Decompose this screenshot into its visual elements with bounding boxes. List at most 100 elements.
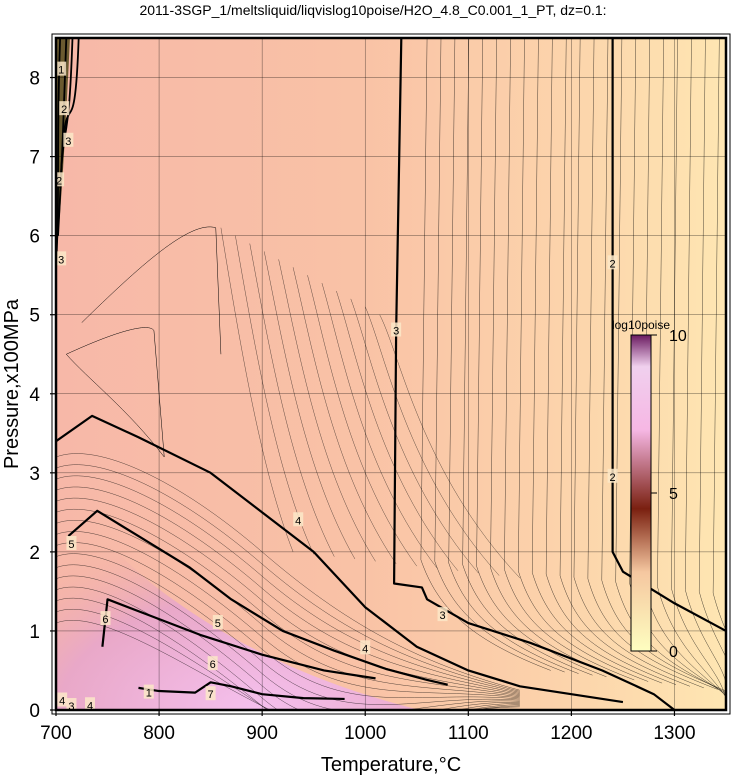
minor-contour (434, 38, 565, 673)
x-tick-label: 1200 (550, 723, 592, 744)
contour-label-bg (57, 692, 68, 707)
minor-contour (66, 327, 165, 458)
y-tick-label: 7 (29, 148, 40, 169)
y-tick-label: 8 (29, 69, 40, 90)
y-axis-label: Pressure,x100MPa (1, 298, 23, 469)
contour-label-bg (207, 656, 218, 671)
minor-contour (81, 226, 222, 355)
x-axis-label: Temperature,°C (321, 754, 461, 776)
contour-label: 4 (362, 643, 368, 655)
minor-contour (365, 306, 500, 576)
contour-label-bg (59, 101, 70, 116)
contour-label: 6 (210, 659, 216, 671)
contour-label: 2 (61, 104, 67, 116)
grid-lines (56, 38, 726, 710)
major-contour-5 (67, 509, 448, 686)
contour-label: 7 (208, 689, 214, 701)
colorbar: log10poise 0 5 10 (612, 318, 687, 661)
minor-contour (321, 283, 438, 569)
contour-label: 6 (102, 614, 108, 626)
contour-label-bg (56, 172, 65, 187)
minor-contour (531, 38, 663, 684)
high-viscosity-region (56, 500, 420, 710)
contour-label-bg (143, 684, 154, 699)
minor-contour (350, 298, 479, 574)
minor-contour (249, 243, 335, 557)
contour-label-bg (607, 468, 618, 483)
contour-label: 1 (58, 65, 64, 77)
minor-contour (671, 38, 726, 699)
contour-label: 4 (295, 515, 301, 527)
minor-contour (336, 290, 459, 572)
contour-label: 3 (439, 610, 445, 622)
colorbar-ticks: 0 5 10 (651, 328, 687, 661)
contour-label-bg (56, 251, 67, 266)
minor-contour (220, 227, 294, 552)
contour-label-bg (66, 535, 77, 550)
y-tick-label: 6 (29, 227, 40, 248)
x-axis-ticks: 700 800 900 1000 1100 1200 1300 (40, 710, 696, 744)
y-tick-label: 3 (29, 464, 40, 485)
x-tick-label: 1300 (653, 723, 695, 744)
major-contour-3 (392, 38, 676, 710)
minor-contour (698, 38, 726, 703)
minor-contour (545, 38, 677, 685)
contour-label-bg (437, 607, 448, 622)
contour-label-bg (63, 132, 74, 147)
y-axis-ticks: 0 1 2 3 4 5 6 7 8 (29, 69, 56, 722)
contour-label: 5 (68, 539, 74, 551)
x-tick-label: 700 (40, 723, 72, 744)
minor-contour (573, 38, 704, 689)
contour-label: 3 (65, 136, 71, 148)
contour-label-bg (391, 322, 402, 337)
contour-label-bg (56, 61, 67, 76)
minor-contour (448, 38, 579, 674)
major-contour-4 (56, 414, 624, 704)
colorbar-tick-label: 5 (669, 486, 678, 503)
contour-label: 4 (87, 700, 93, 712)
major-contour-7 (138, 681, 345, 701)
x-tick-label: 900 (246, 723, 278, 744)
minor-contour (559, 38, 691, 687)
contour-label: 2 (610, 258, 616, 270)
minor-contour (518, 38, 649, 682)
x-tick-label: 1000 (344, 723, 386, 744)
contour-label: 5 (215, 618, 221, 630)
minor-contour (587, 38, 718, 690)
y-tick-label: 2 (29, 543, 40, 564)
major-contour-2 (611, 38, 726, 632)
contour-label-bg (607, 255, 618, 270)
contour-label: 3 (58, 254, 64, 266)
minor-contour (504, 38, 635, 681)
plot-frame (54, 36, 728, 712)
y-tick-label: 5 (29, 306, 40, 327)
minor-contour (278, 259, 376, 562)
minor-contour (379, 314, 521, 579)
colorbar-title: log10poise (612, 318, 670, 332)
y-tick-label: 0 (29, 701, 40, 722)
contour-label-bg (66, 698, 77, 710)
x-tick-label: 800 (143, 723, 175, 744)
contour-label: 2 (56, 175, 62, 187)
colorbar-tick-label: 10 (669, 328, 687, 345)
major-contour-6 (101, 598, 376, 680)
contour-label-bg (360, 640, 371, 655)
colorbar-gradient (630, 334, 652, 652)
contour-label: 2 (610, 472, 616, 484)
contour-label: 4 (59, 696, 65, 708)
minor-contour (476, 38, 607, 678)
chart-title: 2011-3SGP_1/meltsliquid/liqvislog10poise… (139, 2, 606, 18)
minor-contour (307, 275, 417, 567)
contour-label: 3 (68, 701, 74, 713)
y-tick-label: 4 (29, 385, 40, 406)
plot-frame-inner (51, 33, 731, 715)
x-tick-label: 1100 (448, 723, 489, 744)
contour-label-bg (205, 686, 216, 701)
minor-contour (292, 267, 397, 564)
minor-contour (263, 251, 356, 560)
contour-label-bg (293, 512, 304, 527)
contour-label-bg (85, 697, 96, 710)
y-tick-label: 1 (29, 622, 40, 643)
